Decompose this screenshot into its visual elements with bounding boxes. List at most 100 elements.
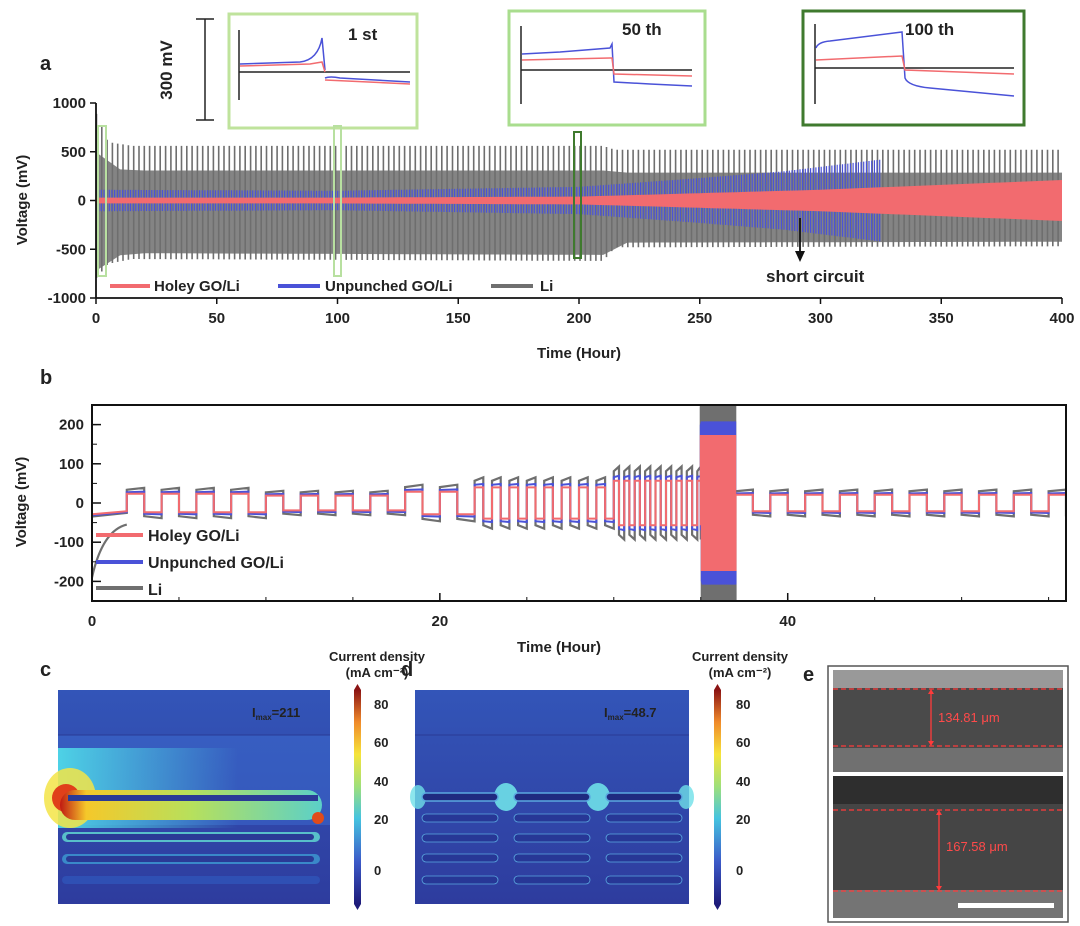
electrode-strip — [421, 813, 499, 823]
chart-b-xtick-label: 0 — [88, 613, 96, 630]
colorbar-c-tick-0: 0 — [374, 863, 381, 878]
electrode-strip — [513, 875, 591, 885]
highlight-box-2 — [333, 125, 342, 277]
legend-a-li: Li — [540, 278, 553, 295]
electrode-strip — [513, 813, 591, 823]
chart-a-ytick-label: 1000 — [53, 95, 86, 112]
thickness-top: 134.81 μm — [938, 710, 1000, 725]
highlight-box-1 — [97, 125, 107, 277]
simulation-map-c: Imax=211 — [44, 690, 330, 904]
colorbar-d-tick-20: 20 — [736, 812, 750, 827]
electrode-strip — [421, 792, 499, 802]
chart-a-xlabel: Time (Hour) — [537, 345, 621, 362]
chart-a-xtick-label: 0 — [92, 310, 100, 327]
chart-a-traces — [96, 113, 1062, 278]
colorbar-d: Current density (mA cm⁻²) 80 60 40 20 0 — [692, 649, 789, 910]
chart-a-ytick-label: -1000 — [48, 290, 86, 307]
electrode-strip — [421, 853, 499, 863]
electrode-strip — [605, 792, 683, 802]
colorbar-c-tick-60: 60 — [374, 735, 388, 750]
legend-a: Holey GO/Li Unpunched GO/Li Li — [110, 278, 553, 295]
inset-50th: 50 th — [507, 9, 707, 127]
chart-b-ytick-label: 200 — [59, 417, 84, 434]
chart-a-xtick-label: 350 — [929, 310, 954, 327]
colorbar-d-unit: (mA cm⁻²) — [709, 665, 772, 680]
short-circuit-arrowhead — [795, 251, 805, 262]
chart-b-ylabel: Voltage (mV) — [13, 457, 30, 548]
chart-a-xtick-label: 50 — [208, 310, 225, 327]
chart-a-xtick-label: 250 — [687, 310, 712, 327]
chart-a-ytick-label: -500 — [56, 241, 86, 258]
chart-b-xlabel: Time (Hour) — [517, 639, 601, 656]
colorbar-d-title: Current density — [692, 649, 789, 664]
chart-a-xtick-label: 100 — [325, 310, 350, 327]
legend-b: Holey GO/Li Unpunched GO/Li Li — [96, 528, 284, 599]
hotspot — [410, 785, 426, 809]
chart-b-ytick-label: -200 — [54, 573, 84, 590]
colorbar-d-tick-0: 0 — [736, 863, 743, 878]
electrode-strip — [605, 875, 683, 885]
imax-c-label: Imax=211 — [252, 705, 300, 722]
electrode-strip — [421, 875, 499, 885]
electrode-strip — [513, 792, 591, 802]
colorbar-c-title: Current density — [329, 649, 426, 664]
chart-b-ytick-label: 100 — [59, 456, 84, 473]
legend-b-holey: Holey GO/Li — [148, 528, 240, 545]
inset-100th-label: 100 th — [905, 20, 954, 39]
chart-a-xtick-label: 150 — [446, 310, 471, 327]
chart-a-ytick-label: 0 — [78, 193, 86, 210]
legend-b-unpunched: Unpunched GO/Li — [148, 555, 284, 572]
chart-b-axes: 0 20 40 -200 -100 0 100 200 — [54, 404, 1067, 630]
imax-d-label: Imax=48.7 — [604, 705, 657, 722]
hotspot — [678, 785, 694, 809]
chart-b-xtick-label: 40 — [779, 613, 796, 630]
colorbar-c-tick-20: 20 — [374, 812, 388, 827]
legend-a-holey: Holey GO/Li — [154, 278, 240, 295]
chart-a-xtick-label: 400 — [1049, 310, 1074, 327]
inset-1st: 1 st — [227, 12, 419, 130]
electrode-strip — [605, 853, 683, 863]
colorbar-c-unit: (mA cm⁻²) — [346, 665, 409, 680]
legend-a-unpunched: Unpunched GO/Li — [325, 278, 453, 295]
chart-b-ytick-label: -100 — [54, 534, 84, 551]
electrode-strip — [513, 853, 591, 863]
electrode-strip — [513, 833, 591, 843]
series-holey-trace — [96, 180, 1062, 221]
thickness-bottom: 167.58 μm — [946, 839, 1008, 854]
colorbar-d-tick-40: 40 — [736, 774, 750, 789]
chart-b-xtick-label: 20 — [432, 613, 449, 630]
series-li-initial — [92, 523, 128, 578]
simulation-map-d: Imax=48.7 — [410, 690, 694, 904]
hotspot — [494, 783, 518, 811]
panel-label-e: e — [803, 664, 814, 686]
chart-a: 0 50 100 150 200 250 300 350 400 -1000 -500 0 500 100… — [14, 95, 1075, 362]
series-holey-trace — [92, 435, 1066, 571]
chart-b: 0 20 40 -200 -100 0 100 200 Holey GO/Li Unpunch… — [13, 404, 1067, 656]
chart-b-ytick-label: 0 — [76, 495, 84, 512]
hotspot — [586, 783, 610, 811]
inset-100th: 100 th — [801, 9, 1026, 127]
electrode-strip — [605, 833, 683, 843]
chart-a-ylabel: Voltage (mV) — [14, 155, 31, 246]
colorbar-c-tick-40: 40 — [374, 774, 388, 789]
colorbar-c-tick-80: 80 — [374, 697, 388, 712]
chart-a-ytick-label: 500 — [61, 144, 86, 161]
inset-1st-label: 1 st — [348, 25, 378, 44]
sem-images-e: 134.81 μm 167.58 μm — [827, 665, 1069, 923]
scale-bar-label: 300 mV — [157, 40, 176, 100]
electrode-strip — [421, 833, 499, 843]
electrode-strip — [605, 813, 683, 823]
sem-scale-bar — [958, 903, 1054, 908]
highlight-box-3 — [573, 131, 582, 259]
inset-50th-label: 50 th — [622, 20, 662, 39]
panel-label-a: a — [40, 53, 52, 75]
scale-bar-300mv: 300 mV — [157, 18, 214, 121]
chart-a-xtick-label: 200 — [566, 310, 591, 327]
colorbar-d-tick-80: 80 — [736, 697, 750, 712]
chart-a-axes: 0 50 100 150 200 250 300 350 400 -1000 -500 0 500 100… — [48, 95, 1075, 327]
short-circuit-label: short circuit — [766, 267, 865, 286]
chart-a-xtick-label: 300 — [808, 310, 833, 327]
legend-b-li: Li — [148, 582, 162, 599]
chart-b-traces — [92, 405, 1066, 601]
